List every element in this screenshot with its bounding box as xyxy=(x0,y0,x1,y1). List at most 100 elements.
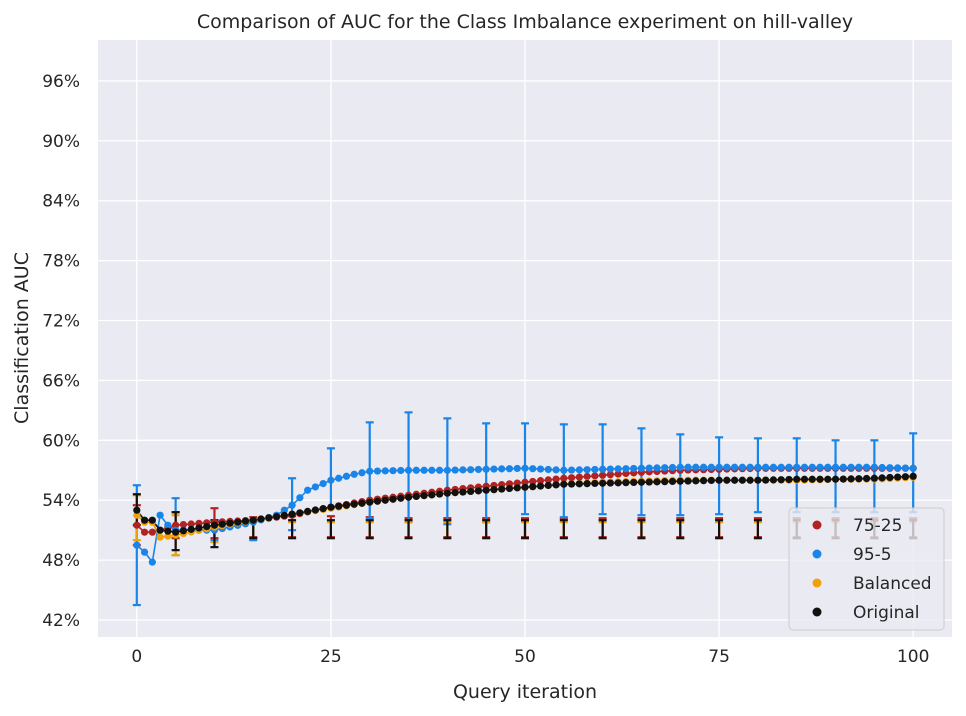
data-point xyxy=(816,475,824,483)
data-point xyxy=(304,507,312,516)
data-point xyxy=(389,495,397,503)
data-point xyxy=(653,464,661,472)
data-point xyxy=(490,486,498,494)
data-point xyxy=(335,502,343,510)
data-point xyxy=(793,463,801,471)
data-point xyxy=(886,473,894,482)
data-point xyxy=(808,463,816,471)
data-point xyxy=(754,476,762,484)
legend-marker-95-5 xyxy=(812,549,822,559)
data-point xyxy=(296,509,304,517)
data-point xyxy=(203,522,211,531)
data-point xyxy=(536,477,545,485)
data-point xyxy=(560,474,568,482)
data-point xyxy=(599,479,607,487)
data-point xyxy=(637,464,646,472)
data-point xyxy=(156,511,164,519)
data-point xyxy=(140,548,149,556)
legend-marker-original xyxy=(812,607,822,617)
data-point xyxy=(575,466,583,474)
data-point xyxy=(622,465,630,473)
data-point xyxy=(870,474,878,482)
error-bar xyxy=(559,519,568,540)
data-point xyxy=(746,476,754,484)
legend-label-original: Original xyxy=(853,603,920,623)
data-point xyxy=(373,497,382,505)
data-point xyxy=(397,466,405,475)
data-point xyxy=(614,465,622,473)
data-point xyxy=(133,541,141,549)
data-point xyxy=(567,480,576,488)
data-point xyxy=(645,464,653,472)
data-point xyxy=(529,477,537,486)
data-point xyxy=(420,492,428,500)
data-point xyxy=(342,472,351,480)
data-point xyxy=(544,476,552,484)
data-point xyxy=(909,464,917,472)
data-point xyxy=(785,463,793,471)
data-point xyxy=(327,476,335,484)
data-point xyxy=(412,466,420,474)
error-bar xyxy=(404,519,413,540)
y-axis-label: Classification AUC xyxy=(11,252,33,424)
data-point xyxy=(498,485,506,493)
x-axis-ticks: 0 25 50 75 100 xyxy=(131,647,929,667)
data-point xyxy=(785,475,793,484)
data-point xyxy=(241,517,250,525)
data-point xyxy=(707,463,715,471)
data-point xyxy=(692,463,700,471)
data-point xyxy=(886,464,894,472)
data-point xyxy=(800,475,809,483)
data-point xyxy=(288,501,296,509)
error-bar xyxy=(715,436,724,516)
data-point xyxy=(172,521,180,529)
data-point xyxy=(404,466,413,474)
legend-label-balanced: Balanced xyxy=(853,574,932,594)
error-bar xyxy=(326,519,335,540)
data-point xyxy=(606,471,615,479)
error-bar xyxy=(288,519,297,540)
data-point xyxy=(133,506,141,514)
data-point xyxy=(498,465,506,473)
data-point xyxy=(746,463,754,471)
data-point xyxy=(366,498,374,506)
data-point xyxy=(280,506,288,514)
y-tick-label: 48% xyxy=(42,551,80,571)
x-tick-label: 100 xyxy=(897,647,929,667)
data-point xyxy=(459,488,467,496)
data-point xyxy=(428,466,436,474)
data-point xyxy=(327,503,335,511)
data-point xyxy=(296,494,304,502)
chart-title: Comparison of AUC for the Class Imbalanc… xyxy=(197,11,853,33)
data-point xyxy=(467,466,475,474)
data-point xyxy=(715,476,723,484)
data-point xyxy=(606,479,615,487)
error-bar xyxy=(715,519,724,540)
y-tick-label: 54% xyxy=(42,491,80,511)
data-point xyxy=(800,463,809,471)
data-point xyxy=(288,510,296,518)
data-point xyxy=(319,479,327,488)
data-point xyxy=(831,475,840,483)
data-point xyxy=(133,521,141,529)
data-point xyxy=(847,463,855,471)
data-point xyxy=(140,528,149,536)
data-point xyxy=(793,475,801,483)
data-point xyxy=(591,472,599,480)
data-point xyxy=(148,558,156,566)
data-point xyxy=(614,470,622,478)
y-tick-label: 60% xyxy=(42,431,80,451)
data-point xyxy=(847,475,855,483)
data-point xyxy=(436,466,444,474)
data-point xyxy=(863,463,871,471)
data-point xyxy=(894,464,902,472)
data-point xyxy=(668,477,677,486)
data-point xyxy=(195,524,203,532)
error-bar xyxy=(637,519,646,540)
data-point xyxy=(762,463,770,471)
data-point xyxy=(754,463,762,471)
x-axis-label: Query iteration xyxy=(453,681,597,703)
data-point xyxy=(661,464,669,472)
legend-label-75-25: 75-25 xyxy=(853,516,902,536)
data-point xyxy=(358,469,366,477)
